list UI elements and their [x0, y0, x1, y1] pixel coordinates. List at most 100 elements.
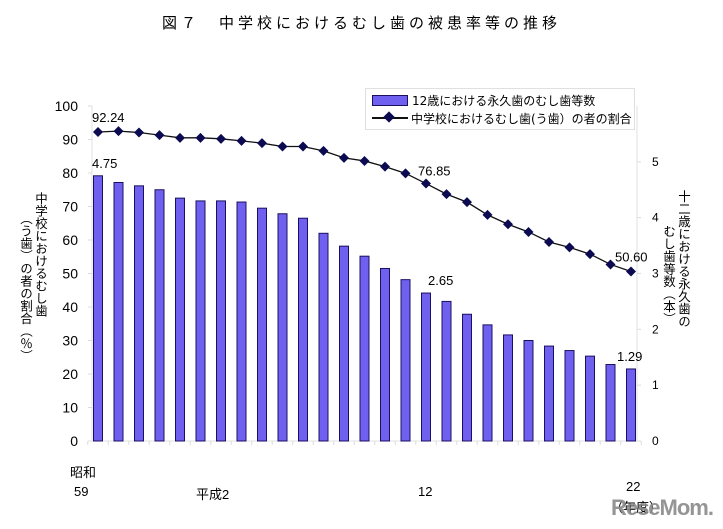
bar-1994 [298, 217, 308, 442]
bar-1996 [339, 245, 349, 442]
line-marker-1996 [339, 152, 349, 163]
bar-2002 [462, 313, 472, 442]
chart-title: 図７ 中学校におけるむし歯の被患率等の推移 [161, 14, 561, 32]
bar-2008 [585, 355, 595, 442]
bar-1989 [195, 200, 206, 442]
bar-1992 [257, 207, 267, 442]
line-marker-1985 [113, 126, 124, 137]
line-marker-1994 [298, 141, 308, 152]
left-tick-label: 90 [62, 132, 78, 148]
line-marker-1990 [216, 133, 226, 144]
data-labels: 4.75 2.65 1.29 92.24 76.85 50.60 [92, 110, 648, 364]
line-marker-1988 [175, 132, 185, 143]
x-tick-label-3: 22 [626, 479, 641, 494]
bar-1986 [134, 185, 144, 442]
line-marker-1993 [277, 141, 288, 152]
right-tick-label: 5 [652, 155, 659, 169]
line-marker-1989 [195, 132, 206, 143]
bar-1993 [277, 213, 288, 442]
bar-2009 [605, 364, 616, 442]
bar-2010 [626, 368, 636, 442]
legend-bar-label: 12歳における永久歯のむし歯等数 [412, 93, 596, 108]
legend-item-bars: 12歳における永久歯のむし歯等数 [372, 92, 595, 108]
legend-line-swatch [372, 112, 408, 124]
right-tick-label: 0 [652, 434, 659, 448]
left-tick-label: 10 [62, 400, 78, 416]
line-marker-1984 [93, 126, 103, 137]
left-tick-label: 50 [62, 266, 78, 282]
x-era-showa: 昭和 [70, 466, 97, 481]
bar-1988 [175, 197, 185, 442]
bar-2001 [441, 300, 452, 442]
line-marker-1998 [380, 161, 390, 172]
x-tick-label-0: 59 [74, 484, 89, 499]
x-tick-label-2: 12 [418, 484, 433, 499]
line-marker-2000 [421, 178, 431, 189]
data-label: 1.29 [617, 349, 642, 364]
right-tick-label: 1 [652, 378, 659, 392]
line-marker-2001 [441, 189, 452, 200]
left-tick-label: 40 [62, 299, 78, 315]
bar-2006 [544, 345, 554, 442]
right-tick-label: 4 [652, 211, 659, 225]
bar-1984 [93, 175, 103, 442]
right-axis-label-col1: 十二歳における永久歯の [676, 190, 691, 328]
left-tick-label: 20 [62, 366, 78, 382]
line-marker-2010 [626, 266, 636, 277]
legend-item-line: 中学校におけるむし歯(う歯）の者の割合 [372, 110, 632, 126]
legend-bar-swatch [372, 94, 408, 106]
line-marker-1995 [318, 145, 329, 156]
bar-1995 [318, 232, 329, 442]
left-tick-label: 60 [62, 232, 78, 248]
bar-2003 [482, 324, 493, 442]
legend: 12歳における永久歯のむし歯等数 中学校におけるむし歯(う歯）の者の割合 [365, 88, 635, 130]
line-marker-1992 [257, 138, 267, 149]
left-tick-label: 30 [62, 333, 78, 349]
bar-1990 [216, 200, 226, 442]
line-marker-2008 [585, 249, 595, 260]
left-axis-label-col1: 中学校におけるむし歯 [33, 192, 48, 317]
bar-1991 [236, 201, 247, 442]
legend-line-label: 中学校におけるむし歯(う歯）の者の割合 [411, 111, 632, 126]
bar-1999 [400, 279, 411, 442]
line-marker-2009 [605, 259, 616, 270]
left-tick-label: 80 [62, 165, 78, 181]
left-tick-label: 100 [55, 98, 79, 114]
bar-1998 [380, 267, 390, 442]
left-axis-label-col2: （う歯）の者の割合（％） [18, 212, 33, 362]
line-marker-2007 [564, 242, 575, 253]
right-tick-label: 3 [652, 267, 659, 281]
line-marker-1997 [359, 155, 370, 166]
data-label: 4.75 [92, 156, 117, 171]
line-marker-2003 [482, 209, 493, 220]
line-marker-1987 [154, 130, 165, 141]
bar-2000 [421, 292, 431, 442]
data-label: 50.60 [615, 249, 648, 264]
bar-1987 [154, 189, 165, 442]
bar-series [93, 175, 636, 442]
bar-2005 [523, 340, 534, 442]
x-axis-unit: （年度） [610, 501, 663, 516]
line-marker-2006 [544, 237, 554, 248]
data-label: 76.85 [418, 164, 451, 179]
line-series [93, 126, 636, 277]
line-marker-1986 [134, 127, 144, 138]
line-marker-2004 [503, 219, 513, 230]
line-marker-2002 [462, 197, 472, 208]
data-label: 2.65 [428, 273, 453, 288]
right-axis-label-col2: むし歯等数（本） [661, 225, 676, 325]
line-marker-1999 [400, 168, 411, 179]
data-label: 92.24 [92, 110, 125, 125]
bar-2007 [564, 350, 575, 442]
line-marker-2005 [523, 226, 534, 237]
x-tick-label-1: 平成2 [196, 487, 230, 502]
resemom-watermark: ReseMom. [610, 495, 714, 520]
bar-1997 [359, 255, 370, 442]
bar-1985 [113, 181, 124, 442]
right-tick-label: 2 [652, 322, 659, 336]
line-marker-1991 [236, 135, 247, 146]
left-tick-label: 70 [62, 199, 78, 215]
left-tick-label: 0 [70, 433, 78, 449]
bar-2004 [503, 334, 513, 442]
